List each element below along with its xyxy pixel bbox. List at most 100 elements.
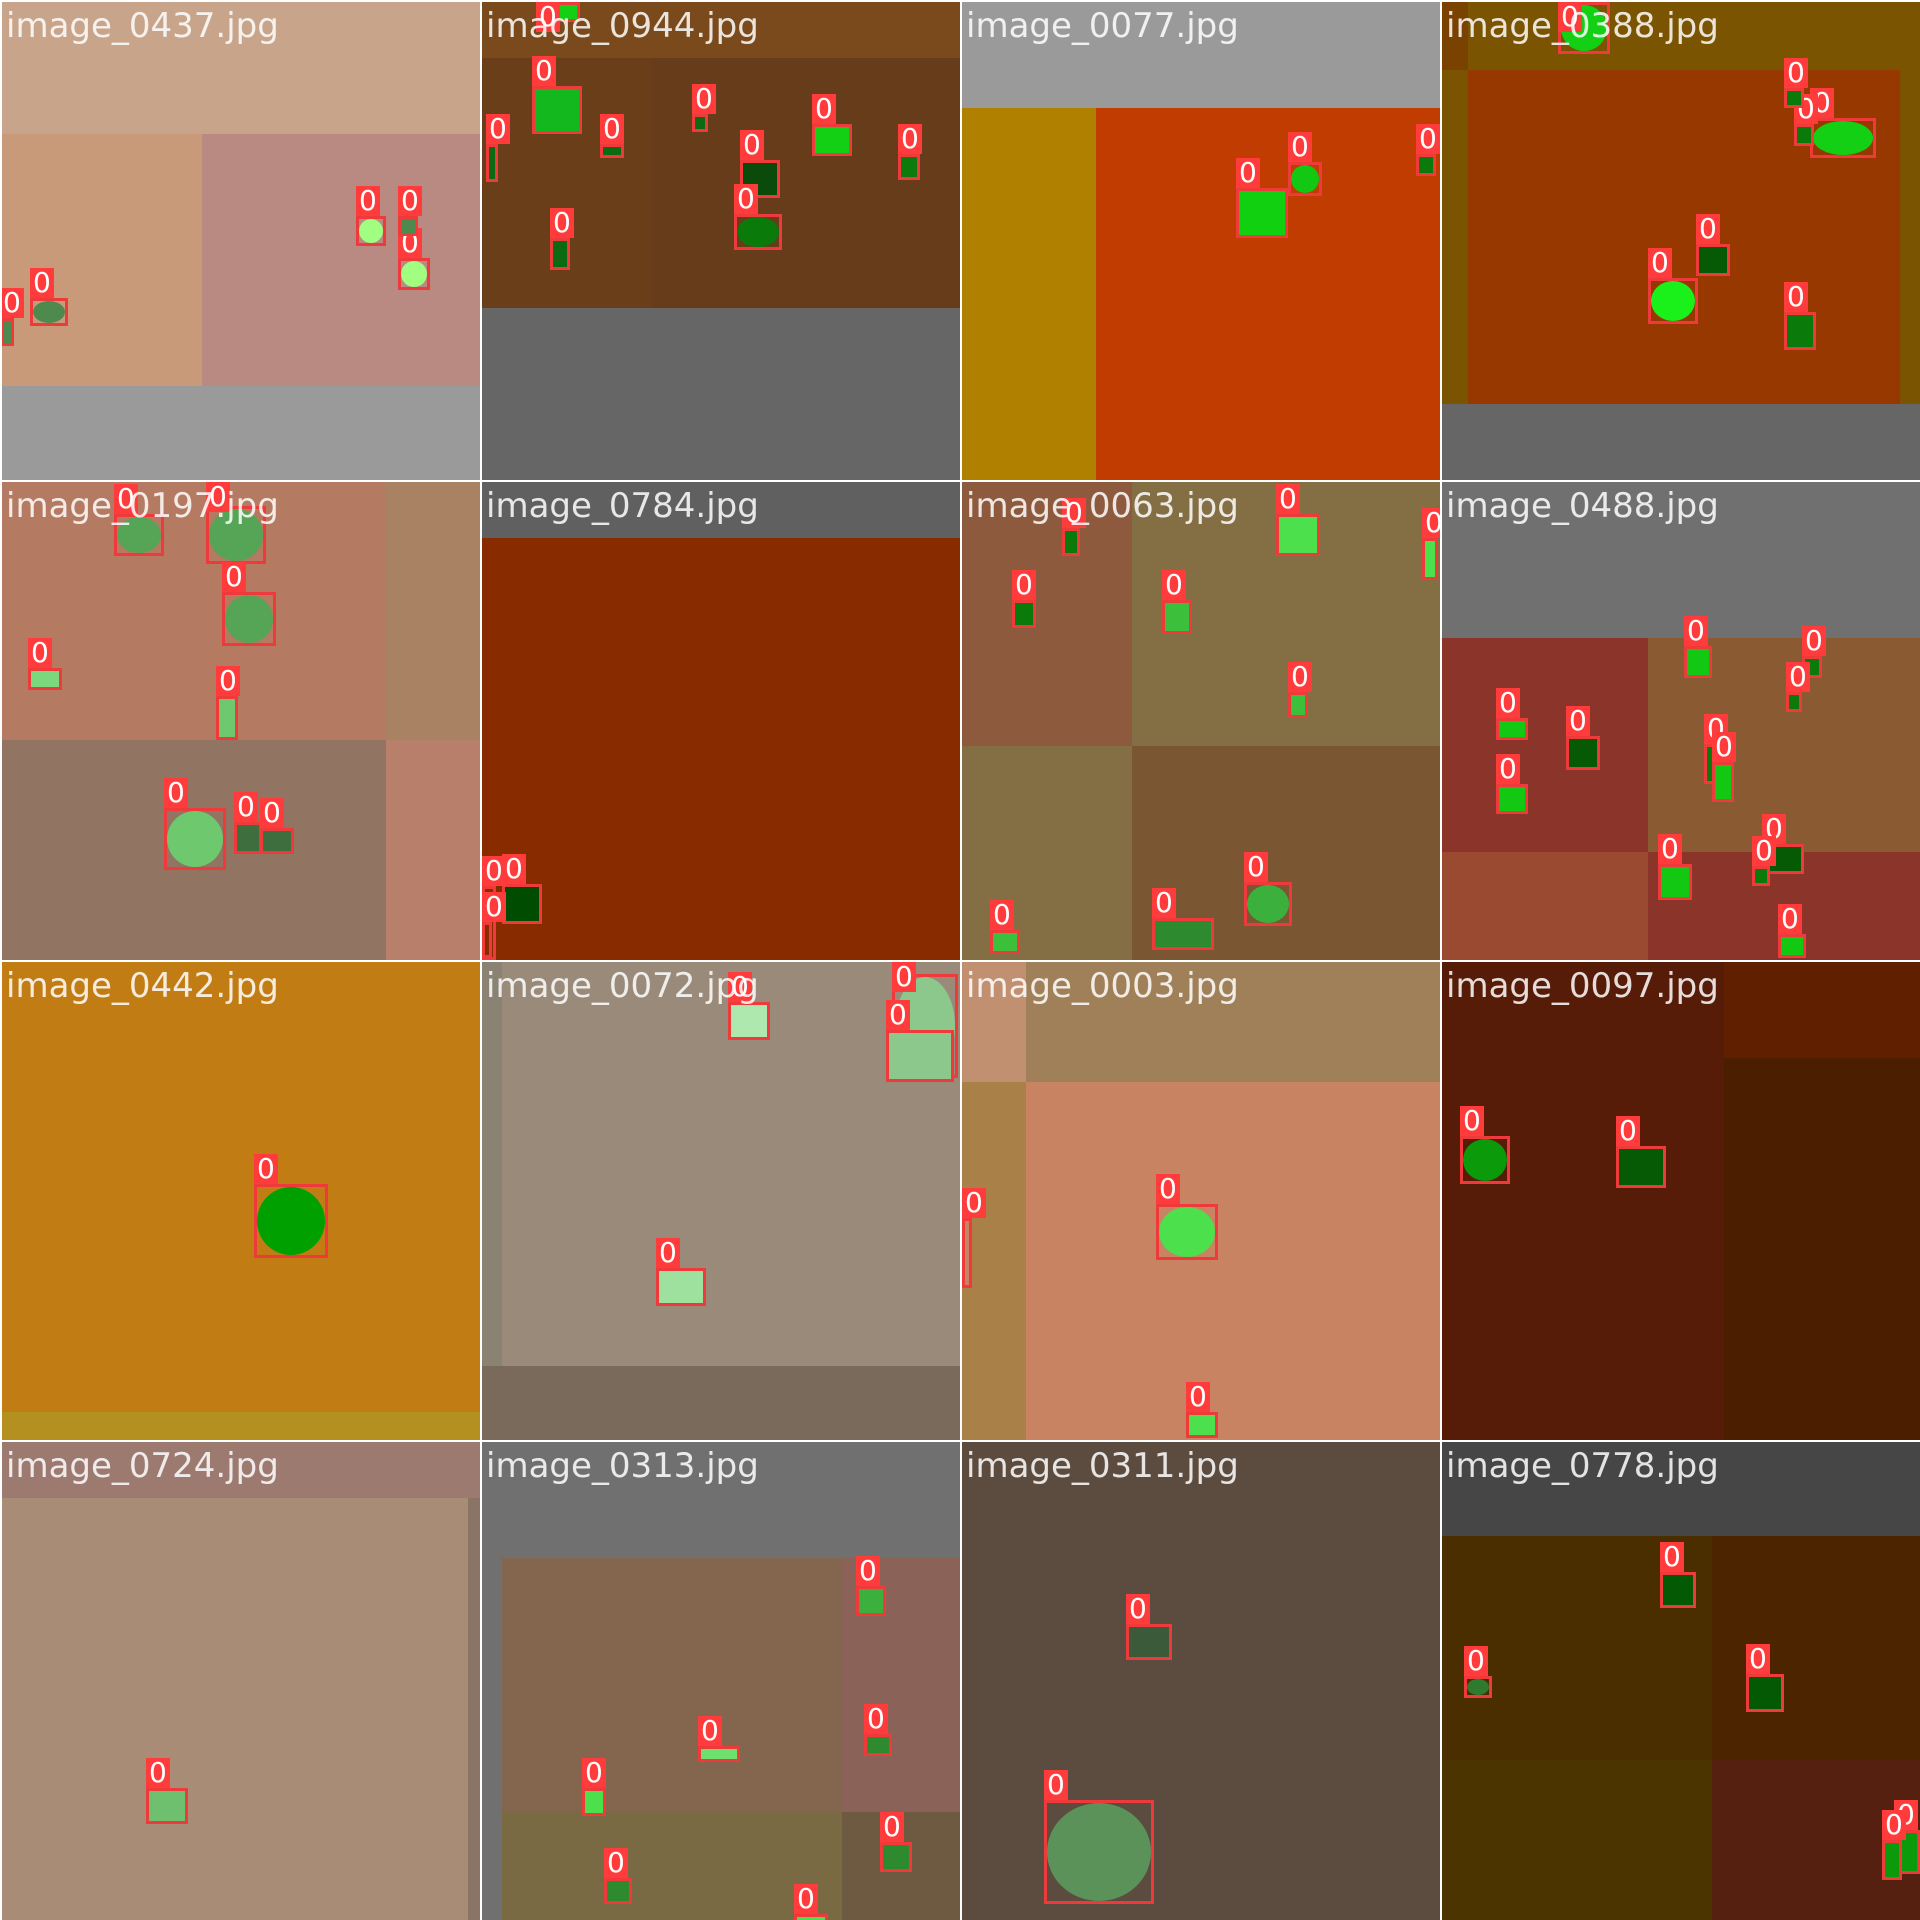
class-label-tag: 0 bbox=[990, 900, 1014, 930]
class-label-tag: 0 bbox=[1802, 626, 1826, 656]
detected-object bbox=[401, 261, 427, 287]
class-label-tag: 0 bbox=[864, 1704, 888, 1734]
class-label-tag: 0 bbox=[892, 962, 916, 992]
bounding-box bbox=[114, 514, 164, 556]
class-label-tag: 0 bbox=[812, 94, 836, 124]
detected-object bbox=[1813, 121, 1873, 155]
bounding-box bbox=[692, 114, 708, 132]
class-label-tag: 0 bbox=[582, 1758, 606, 1788]
bounding-box bbox=[794, 1914, 828, 1920]
background-region bbox=[482, 308, 960, 480]
background-region bbox=[1442, 404, 1920, 480]
bounding-box bbox=[1244, 882, 1292, 926]
detected-object bbox=[167, 811, 223, 867]
class-label-tag: 0 bbox=[234, 792, 258, 822]
background-region bbox=[2, 134, 202, 386]
class-label-tag: 0 bbox=[1496, 688, 1520, 718]
detected-object bbox=[1687, 649, 1709, 675]
bounding-box bbox=[398, 258, 430, 290]
detected-object bbox=[359, 219, 383, 243]
class-label-tag: 0 bbox=[1062, 498, 1086, 528]
class-label-tag: 0 bbox=[740, 130, 764, 160]
bounding-box bbox=[1784, 88, 1804, 108]
class-label-tag: 0 bbox=[536, 2, 560, 32]
bounding-box bbox=[1778, 934, 1806, 958]
class-label-tag: 0 bbox=[398, 186, 422, 216]
detected-object bbox=[1651, 281, 1695, 321]
bounding-box bbox=[1616, 1146, 1666, 1188]
detected-object bbox=[1781, 937, 1803, 955]
background-region bbox=[1712, 1536, 1920, 1760]
bounding-box bbox=[1062, 528, 1080, 556]
bounding-box bbox=[1276, 514, 1320, 556]
class-label-tag: 0 bbox=[692, 84, 716, 114]
background-region bbox=[2, 2, 480, 134]
bounding-box bbox=[600, 144, 624, 158]
class-label-tag: 0 bbox=[734, 184, 758, 214]
bounding-box bbox=[260, 828, 294, 854]
background-region bbox=[2, 1412, 480, 1440]
class-label-tag: 0 bbox=[254, 1154, 278, 1184]
bounding-box bbox=[28, 668, 62, 690]
detected-object bbox=[117, 517, 161, 553]
detected-object bbox=[1165, 603, 1189, 631]
detected-object bbox=[1419, 157, 1433, 173]
class-label-tag: 0 bbox=[1746, 1644, 1770, 1674]
background-region bbox=[962, 108, 1096, 480]
image-filename-label: image_0003.jpg bbox=[966, 966, 1239, 1006]
detected-object bbox=[1467, 1679, 1489, 1695]
image-filename-label: image_0072.jpg bbox=[486, 966, 759, 1006]
background-region bbox=[502, 1812, 842, 1920]
class-label-tag: 0 bbox=[728, 972, 752, 1002]
bounding-box bbox=[1464, 1676, 1492, 1698]
detected-object bbox=[1247, 885, 1289, 923]
bounding-box bbox=[864, 1734, 892, 1756]
class-label-tag: 0 bbox=[1244, 852, 1268, 882]
detected-object bbox=[1897, 1833, 1917, 1871]
class-label-tag: 0 bbox=[146, 1758, 170, 1788]
detected-object bbox=[1463, 1139, 1507, 1181]
detected-object bbox=[1291, 165, 1319, 193]
background-region bbox=[962, 746, 1132, 960]
detected-object bbox=[965, 1221, 969, 1285]
class-label-tag: 0 bbox=[356, 186, 380, 216]
detected-object bbox=[701, 1749, 737, 1759]
class-label-tag: 0 bbox=[1422, 508, 1440, 538]
class-label-tag: 0 bbox=[604, 1848, 628, 1878]
detected-object bbox=[1663, 1575, 1693, 1605]
class-label-tag: 0 bbox=[206, 482, 230, 512]
background-region bbox=[962, 482, 1132, 746]
detected-object bbox=[31, 671, 59, 687]
detected-object bbox=[1787, 315, 1813, 347]
class-label-tag: 0 bbox=[2, 288, 24, 318]
image-tile: 0 0 0 0 0 0 0 image_0313.jpg bbox=[482, 1442, 960, 1920]
image-filename-label: image_0388.jpg bbox=[1446, 6, 1719, 46]
detected-object bbox=[1699, 247, 1727, 273]
class-label-tag: 0 bbox=[1012, 570, 1036, 600]
detected-object bbox=[1661, 867, 1689, 897]
class-label-tag: 0 bbox=[502, 854, 526, 884]
class-label-tag: 0 bbox=[962, 1188, 986, 1218]
image-filename-label: image_0437.jpg bbox=[6, 6, 279, 46]
detected-object bbox=[585, 1791, 603, 1813]
bounding-box bbox=[30, 298, 68, 326]
detected-object bbox=[1279, 517, 1317, 553]
bounding-box bbox=[812, 124, 852, 156]
image-tile: 0 image_0442.jpg bbox=[2, 962, 480, 1440]
bounding-box bbox=[1288, 692, 1308, 718]
class-label-tag: 0 bbox=[1566, 706, 1590, 736]
bounding-box bbox=[164, 808, 226, 870]
background-region bbox=[502, 1366, 960, 1440]
bounding-box bbox=[1012, 600, 1036, 628]
background-region bbox=[202, 134, 480, 386]
class-label-tag: 0 bbox=[1288, 132, 1312, 162]
class-label-tag: 0 bbox=[550, 208, 574, 238]
detected-object bbox=[889, 1033, 951, 1079]
bounding-box bbox=[886, 1030, 954, 1082]
image-filename-label: image_0063.jpg bbox=[966, 486, 1239, 526]
background-region bbox=[1026, 962, 1440, 1082]
class-label-tag: 0 bbox=[600, 114, 624, 144]
class-label-tag: 0 bbox=[1616, 1116, 1640, 1146]
bounding-box bbox=[898, 154, 920, 180]
